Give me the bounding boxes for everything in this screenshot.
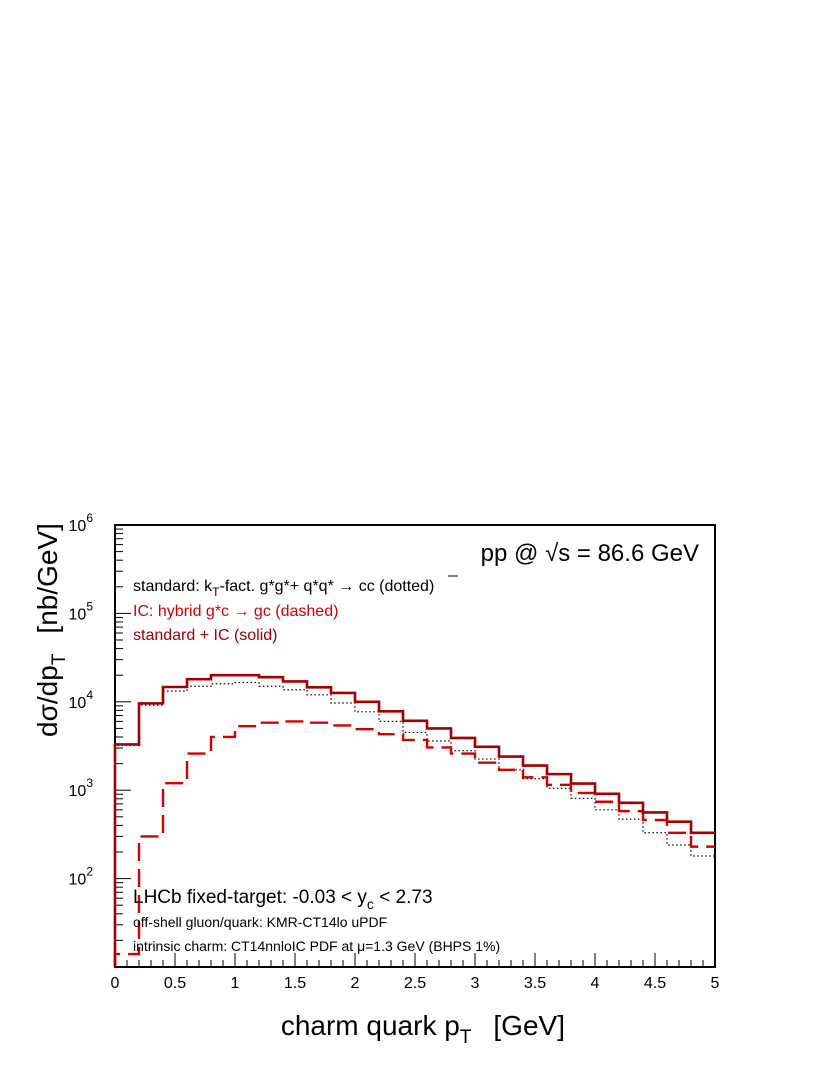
- y-axis-title-main: dσ/dp: [32, 665, 63, 737]
- y-tick-label: 106: [69, 511, 94, 535]
- annotation-rapidity-sub: c: [367, 896, 374, 912]
- x-tick-label: 5: [711, 975, 720, 992]
- series-dashed-line: [113, 720, 715, 967]
- x-axis-title-main: charm quark p: [281, 1010, 460, 1041]
- y-axis-title: dσ/dpT [nb/GeV]: [32, 523, 70, 737]
- legend-entry-dotted-sub: T: [212, 585, 220, 599]
- axis-ticks: [114, 528, 716, 968]
- legend: standard: kT-fact. g*g*+ q*q* → cc (dott…: [133, 575, 458, 644]
- x-tick-label: 0: [111, 975, 120, 992]
- x-tick-label: 4.5: [644, 975, 666, 992]
- y-tick-label-base: 10: [69, 606, 87, 623]
- y-tick-label-base: 10: [69, 695, 87, 712]
- y-tick-label: 105: [69, 599, 94, 623]
- y-tick-label: 103: [69, 776, 94, 800]
- y-tick-label-base: 10: [69, 518, 87, 535]
- legend-entry-dotted: standard: kT-fact. g*g*+ q*q* → cc (dott…: [133, 578, 434, 599]
- sqrt-symbol: √: [545, 540, 559, 567]
- x-tick-label: 1: [231, 975, 240, 992]
- y-tick-label-exp: 6: [86, 511, 93, 525]
- x-tick-label: 3: [471, 975, 480, 992]
- y-tick-label-exp: 4: [86, 688, 93, 702]
- y-tick-label-exp: 3: [86, 776, 93, 790]
- annotation-rapidity-a: LHCb fixed-target: -0.03 < y: [133, 887, 367, 908]
- annotation-updf: off-shell gluon/quark: KMR-CT14lo uPDF: [133, 914, 387, 930]
- y-tick-label-exp: 5: [86, 599, 93, 613]
- legend-entry-dotted-b: -fact. g*g*+ q*q* → cc (dotted): [220, 578, 435, 595]
- x-tick-label: 4: [591, 975, 600, 992]
- series-solid-line: [113, 673, 715, 967]
- y-axis-title-sub: T: [49, 653, 70, 665]
- title-sqrt-arg: s: [558, 540, 570, 567]
- x-tick-label: 2.5: [404, 975, 426, 992]
- x-tick-label: 1.5: [284, 975, 306, 992]
- annotation-rapidity: LHCb fixed-target: -0.03 < yc < 2.73: [133, 887, 433, 912]
- series-layer: [113, 673, 715, 967]
- y-tick-label: 104: [69, 688, 94, 712]
- x-axis-title-sub: T: [460, 1027, 472, 1048]
- y-axis-title-unit: [nb/GeV]: [32, 523, 63, 634]
- y-tick-label-base: 10: [69, 783, 87, 800]
- annotation-rapidity-b: < 2.73: [374, 887, 433, 908]
- x-tick-label: 2: [351, 975, 360, 992]
- x-axis-title: charm quark pT [GeV]: [281, 1010, 565, 1048]
- annotation-intrinsic-charm: intrinsic charm: CT14nnloIC PDF at μ=1.3…: [133, 938, 500, 954]
- legend-entry-solid: standard + IC (solid): [133, 627, 278, 644]
- x-axis-title-unit: [GeV]: [493, 1010, 565, 1041]
- y-tick-label-base: 10: [69, 872, 87, 889]
- title-prefix: pp @: [481, 540, 545, 567]
- legend-entry-dotted-a: standard: k: [133, 578, 213, 595]
- annotations: LHCb fixed-target: -0.03 < yc < 2.73 off…: [133, 887, 500, 954]
- chart-title: pp @ √s = 86.6 GeV: [481, 540, 699, 567]
- title-suffix: = 86.6 GeV: [570, 540, 699, 567]
- legend-entry-dashed: IC: hybrid g*c → gc (dashed): [133, 603, 338, 620]
- x-tick-label: 0.5: [164, 975, 186, 992]
- x-tick-label: 3.5: [524, 975, 546, 992]
- y-tick-label: 102: [69, 865, 94, 889]
- y-tick-label-exp: 2: [86, 865, 93, 879]
